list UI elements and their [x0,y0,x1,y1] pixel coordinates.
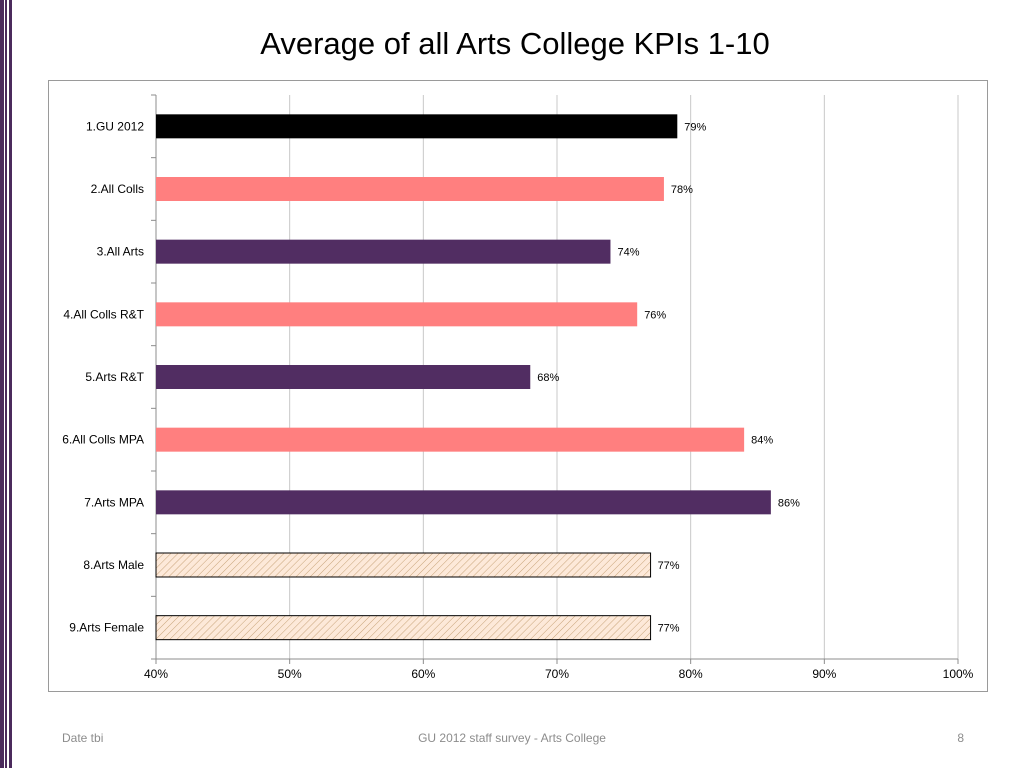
data-label: 77% [658,623,680,635]
footer-title: GU 2012 staff survey - Arts College [418,731,606,745]
bar [156,490,771,515]
bar [156,427,745,452]
bar [156,365,531,389]
x-tick-label: 40% [144,667,168,681]
category-label: 8.Arts Male [83,558,144,572]
bar [155,552,652,578]
data-label: 76% [644,309,666,321]
category-label: 9.Arts Female [69,621,144,635]
category-label: 2.All Colls [91,182,144,196]
bar [156,239,611,264]
data-label: 79% [684,121,706,133]
data-label: 78% [671,184,693,196]
category-label: 3.All Arts [97,245,144,259]
page-number: 8 [957,731,964,745]
x-tick-label: 80% [679,667,703,681]
chart-area: 40% 50% 60% 70% 80% 90% 100% 1.GU 2012 79% 2.All … [48,80,988,692]
data-label: 84% [751,435,773,447]
category-label: 4.All Colls R&T [63,307,144,321]
bar [156,302,638,327]
bar [156,114,678,139]
data-label: 68% [537,372,559,384]
x-tick-label: 90% [812,667,836,681]
bar [155,615,652,641]
data-label: 77% [658,560,680,572]
category-label: 5.Arts R&T [85,370,144,384]
slide-title: Average of all Arts College KPIs 1-10 [260,26,770,61]
category-label: 6.All Colls MPA [62,433,144,447]
x-tick-label: 100% [943,667,974,681]
data-label: 74% [617,247,639,259]
data-label: 86% [778,497,800,509]
category-label: 1.GU 2012 [86,119,144,133]
bar [156,177,664,201]
x-tick-label: 50% [278,667,302,681]
footer-date: Date tbi [62,731,104,745]
category-label: 7.Arts MPA [84,495,144,509]
x-tick-label: 60% [411,667,435,681]
x-tick-label: 70% [545,667,569,681]
bar-chart: 40% 50% 60% 70% 80% 90% 100% 1.GU 2012 79% 2.All … [62,94,974,681]
slide-accent-bar [0,0,14,768]
